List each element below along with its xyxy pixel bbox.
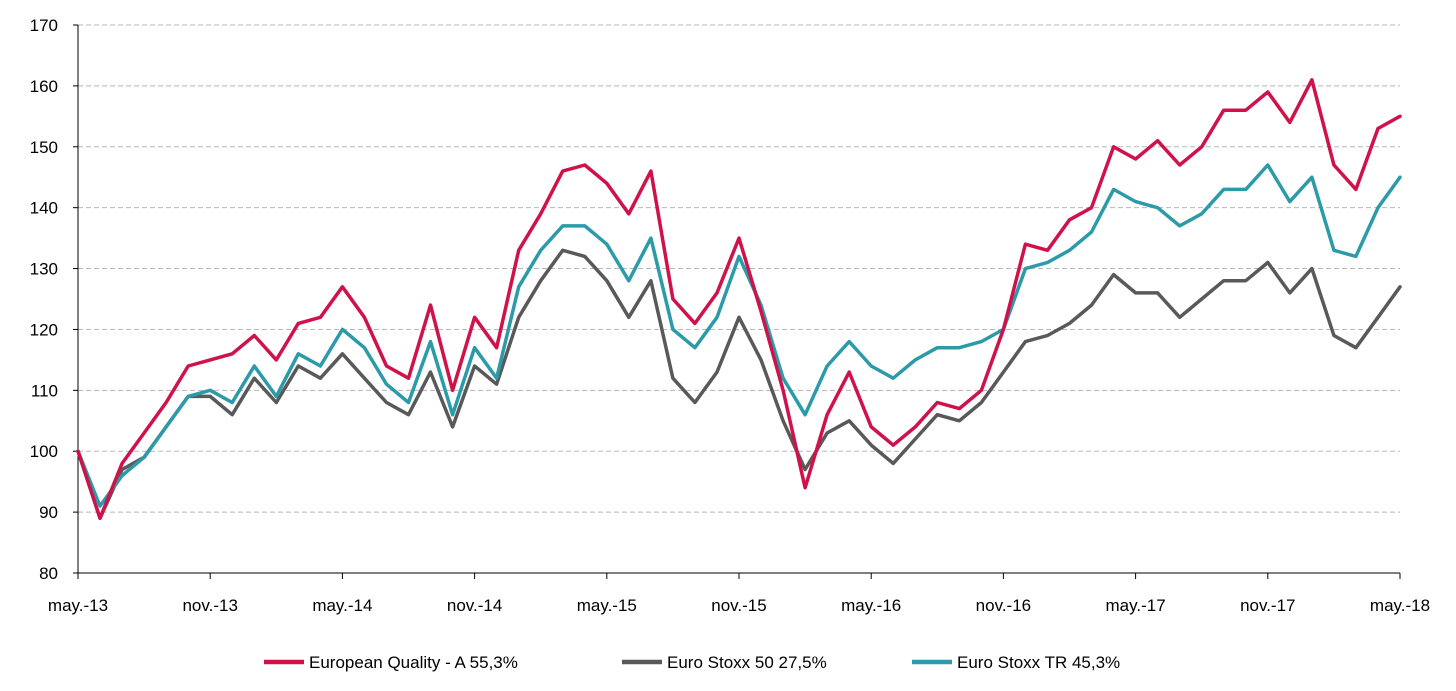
- x-tick-label: may.-13: [48, 596, 108, 615]
- y-tick-label: 80: [39, 564, 58, 583]
- x-tick-label: may.-17: [1106, 596, 1166, 615]
- series-line-3: [76, 163, 1402, 508]
- y-tick-label: 120: [30, 320, 58, 339]
- y-tick-label: 90: [39, 503, 58, 522]
- legend: European Quality - A 55,3% Euro Stoxx 50 …: [264, 653, 1120, 672]
- legend-label: Euro Stoxx 50 27,5%: [667, 653, 827, 672]
- y-tick-label: 170: [30, 16, 58, 35]
- x-tick-label: may.-16: [841, 596, 901, 615]
- axes: 80 90 100 110 120 130 140 150 160 170 may.-13 nov.-…: [30, 16, 1430, 615]
- y-tick-label: 150: [30, 138, 58, 157]
- y-tick-label: 100: [30, 442, 58, 461]
- x-tick-label: nov.-16: [976, 596, 1031, 615]
- y-tick-label: 130: [30, 260, 58, 279]
- series-line-2: [76, 248, 1402, 520]
- series-line-1: [76, 78, 1402, 520]
- x-tick-label: nov.-15: [711, 596, 766, 615]
- x-tick-label: nov.-14: [447, 596, 502, 615]
- y-tick-label: 160: [30, 77, 58, 96]
- gridlines: [78, 24, 1400, 513]
- legend-label: Euro Stoxx TR 45,3%: [957, 653, 1120, 672]
- x-tick-label: nov.-17: [1240, 596, 1295, 615]
- y-tick-label: 140: [30, 199, 58, 218]
- legend-label: European Quality - A 55,3%: [309, 653, 518, 672]
- x-tick-label: nov.-13: [182, 596, 237, 615]
- series-lines: [76, 78, 1402, 520]
- x-tick-label: may.-18: [1370, 596, 1430, 615]
- x-tick-label: may.-15: [577, 596, 637, 615]
- y-tick-label: 110: [31, 381, 58, 400]
- x-tick-label: may.-14: [312, 596, 372, 615]
